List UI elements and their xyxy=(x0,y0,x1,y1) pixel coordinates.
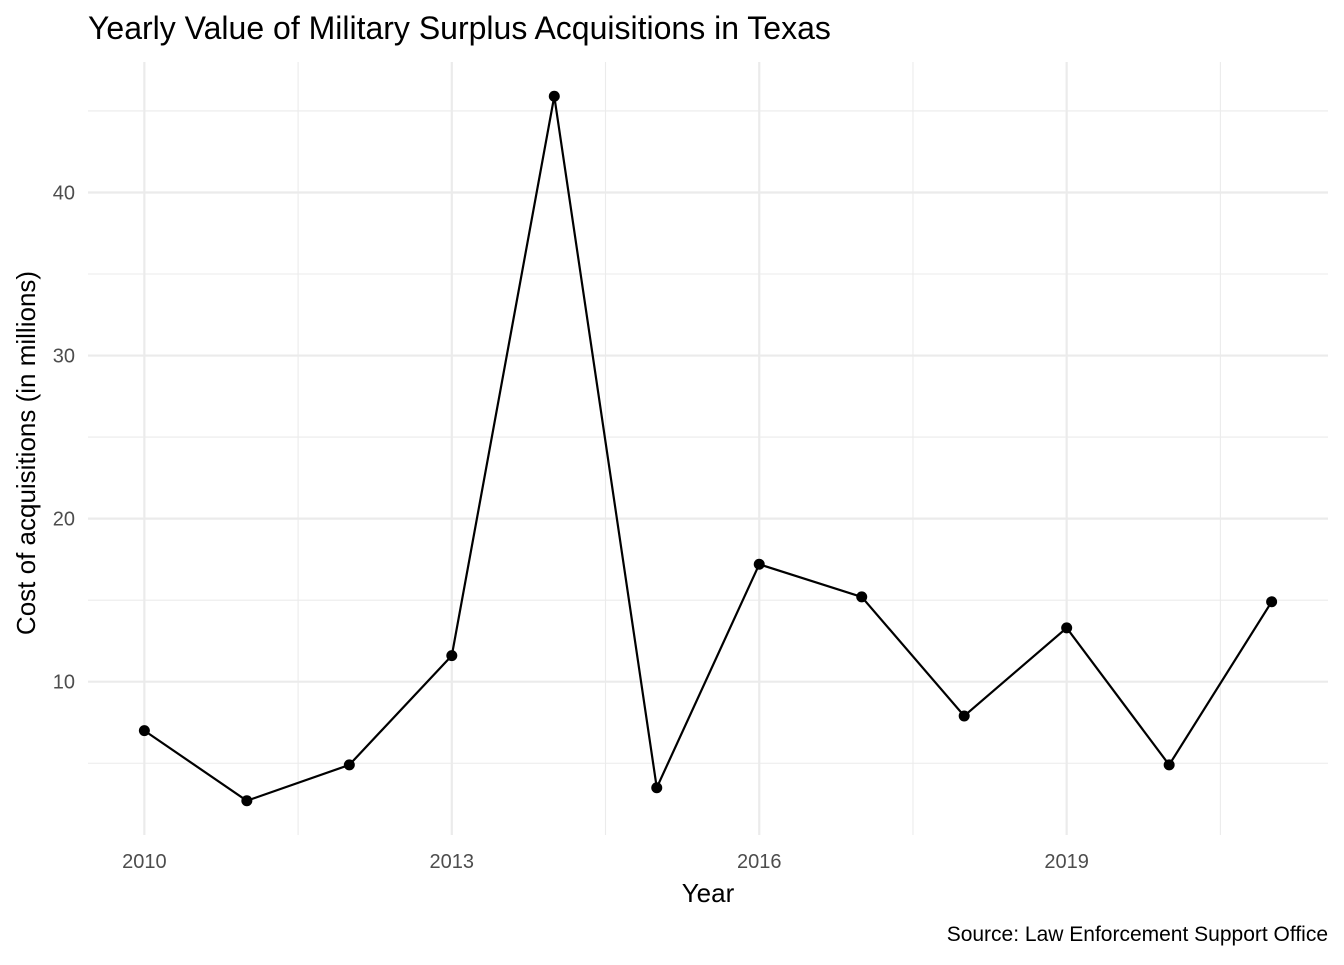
y-axis-title: Cost of acquisitions (in millions) xyxy=(11,271,41,635)
y-axis-ticks: 10 20 30 40 xyxy=(53,182,75,693)
data-point xyxy=(1163,759,1175,771)
x-axis-ticks: 2010 2013 2016 2019 xyxy=(122,851,1089,873)
chart-title: Yearly Value of Military Surplus Acquisi… xyxy=(88,10,831,46)
data-point xyxy=(753,558,765,570)
grid xyxy=(88,62,1328,835)
y-tick-label: 10 xyxy=(53,672,75,694)
data-point xyxy=(1061,622,1073,634)
x-tick-label: 2016 xyxy=(737,851,782,873)
y-tick-label: 20 xyxy=(53,509,75,531)
data-point xyxy=(138,725,150,737)
data-point xyxy=(958,710,970,722)
y-tick-label: 30 xyxy=(53,346,75,368)
data-point xyxy=(343,759,355,771)
data-point xyxy=(856,591,868,603)
data-point xyxy=(446,650,458,662)
x-tick-label: 2010 xyxy=(122,851,167,873)
data-point xyxy=(651,782,663,794)
y-tick-label: 40 xyxy=(53,182,75,204)
series-line xyxy=(143,96,1273,802)
series-layer xyxy=(138,90,1278,807)
chart-caption: Source: Law Enforcement Support Office xyxy=(947,923,1328,946)
x-tick-label: 2013 xyxy=(430,851,475,873)
data-point xyxy=(241,795,253,807)
x-axis-title: Year xyxy=(682,878,735,908)
data-point xyxy=(548,90,560,102)
data-point xyxy=(1266,596,1278,608)
x-tick-label: 2019 xyxy=(1044,851,1089,873)
